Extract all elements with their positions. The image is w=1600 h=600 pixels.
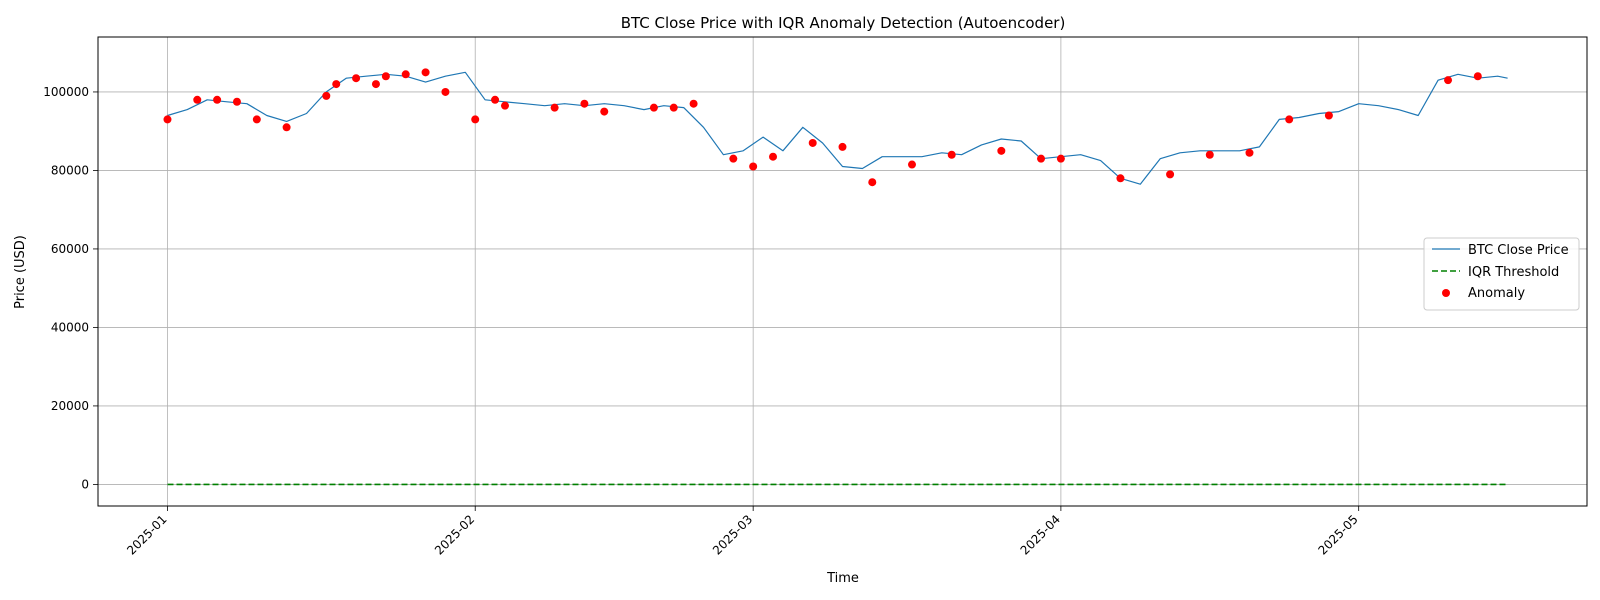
anomaly-point	[1056, 154, 1065, 163]
anomaly-point	[1205, 150, 1214, 159]
anomaly-point	[252, 115, 261, 124]
y-tick-label: 60000	[51, 242, 89, 256]
anomaly-point	[193, 95, 202, 104]
anomaly-point	[421, 68, 430, 77]
y-tick-label: 80000	[51, 163, 89, 177]
anomaly-point	[282, 123, 291, 132]
anomaly-point	[1166, 170, 1175, 179]
anomaly-point	[689, 99, 698, 108]
legend-anomaly-label: Anomaly	[1468, 286, 1525, 301]
legend: BTC Close Price IQR Threshold Anomaly	[1423, 237, 1580, 311]
legend-anomaly-swatch	[1442, 289, 1450, 297]
frame-layer	[97, 36, 1588, 507]
anomaly-point	[1037, 154, 1046, 163]
y-tick-label: 20000	[51, 399, 89, 413]
anomaly-point	[441, 87, 450, 96]
anomaly-point	[1473, 72, 1482, 81]
anomaly-point	[769, 152, 778, 161]
y-tick-label: 100000	[43, 85, 89, 99]
x-tick-label: 2025-01	[124, 512, 169, 557]
anomaly-point	[669, 103, 678, 112]
legend-threshold-label: IQR Threshold	[1468, 265, 1559, 280]
anomaly-point	[729, 154, 738, 163]
plot-frame	[97, 36, 1588, 507]
anomaly-point	[649, 103, 658, 112]
y-axis-title: Price (USD)	[13, 235, 28, 309]
anomaly-point	[868, 178, 877, 187]
anomaly-point	[947, 150, 956, 159]
anomaly-point	[1245, 148, 1254, 157]
anomaly-point	[838, 142, 847, 151]
btc-close-price-line	[167, 71, 1508, 185]
anomaly-point	[163, 115, 172, 124]
anomaly-point	[749, 162, 758, 171]
x-tick-label: 2025-05	[1315, 512, 1360, 557]
anomaly-point	[907, 160, 916, 169]
x-tick-label: 2025-04	[1018, 512, 1063, 557]
grid-layer	[98, 37, 1587, 506]
anomaly-point	[381, 72, 390, 81]
x-tick-label: 2025-03	[710, 512, 755, 557]
anomaly-point	[808, 138, 817, 147]
anomaly-point	[550, 103, 559, 112]
y-tick-label: 40000	[51, 320, 89, 334]
x-tick-label: 2025-02	[432, 512, 477, 557]
anomaly-point	[401, 70, 410, 79]
anomaly-point	[1116, 174, 1125, 183]
anomaly-point	[1444, 76, 1453, 85]
legend-box	[1423, 237, 1580, 311]
anomaly-point	[997, 146, 1006, 155]
legend-price-label: BTC Close Price	[1468, 243, 1569, 258]
anomaly-point	[500, 101, 509, 110]
anomaly-point	[352, 74, 361, 83]
ticks-layer: 0 20000 40000 60000 80000 100000 2025-01 2025-0…	[43, 85, 1361, 558]
y-tick-label: 0	[81, 477, 89, 491]
anomaly-point	[600, 107, 609, 116]
x-axis-title: Time	[826, 571, 859, 586]
anomaly-point	[1324, 111, 1333, 120]
anomaly-point	[1285, 115, 1294, 124]
chart-title: BTC Close Price with IQR Anomaly Detecti…	[621, 14, 1066, 32]
series-layer	[163, 68, 1508, 486]
anomaly-point	[580, 99, 589, 108]
anomaly-point	[213, 95, 222, 104]
anomaly-point	[332, 80, 341, 89]
anomaly-point	[491, 95, 500, 104]
anomaly-point	[471, 115, 480, 124]
anomaly-point	[232, 97, 241, 106]
anomaly-point	[371, 80, 380, 89]
anomaly-point	[322, 91, 331, 100]
